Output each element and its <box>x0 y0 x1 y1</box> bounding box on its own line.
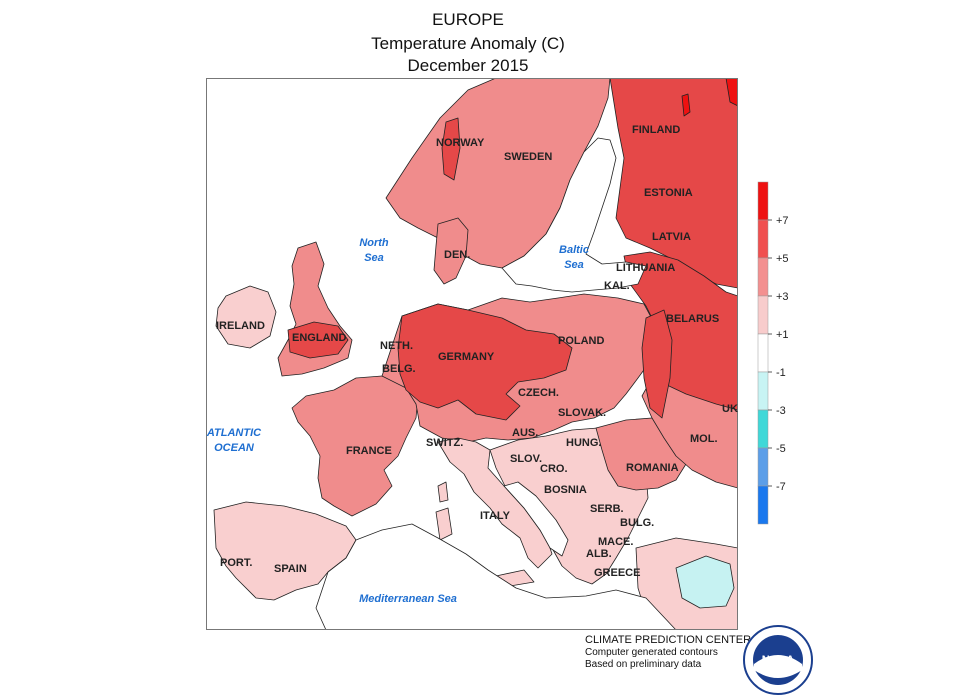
label-baltic-sea-1: Baltic <box>559 244 589 256</box>
label-north-sea-2: Sea <box>364 252 384 264</box>
label-spain: SPAIN <box>274 563 307 575</box>
label-neth: NETH. <box>380 340 413 352</box>
label-port: PORT. <box>220 557 252 569</box>
warm-core-germany <box>397 303 573 421</box>
legend-tick-label: +5 <box>776 253 789 265</box>
label-med-sea: Mediterranean Sea <box>359 593 457 605</box>
legend-band <box>757 371 769 411</box>
legend-band <box>757 333 769 373</box>
legend-tick-label: -5 <box>776 443 786 455</box>
label-england: ENGLAND <box>292 332 346 344</box>
legend-band <box>757 409 769 449</box>
label-greece: GREECE <box>594 567 640 579</box>
label-italy: ITALY <box>480 510 511 522</box>
legend-tick-label: +3 <box>776 291 789 303</box>
adriatic-water <box>503 481 569 557</box>
land-iberia <box>213 501 357 601</box>
label-kal: KAL. <box>604 280 630 292</box>
label-latvia: LATVIA <box>652 231 691 243</box>
warm-spot-finland <box>681 93 691 117</box>
label-germany: GERMANY <box>438 351 495 363</box>
label-slov: SLOV. <box>510 453 542 465</box>
land-corsica <box>437 481 449 503</box>
credit-source: CLIMATE PREDICTION CENTER, NOAA <box>585 634 789 646</box>
legend-band <box>757 447 769 487</box>
label-atlantic-2: OCEAN <box>214 442 255 454</box>
noaa-logo: NOAA <box>743 625 813 695</box>
label-bosnia: BOSNIA <box>544 484 587 496</box>
label-den: DEN. <box>444 249 470 261</box>
label-hung: HUNG. <box>566 437 601 449</box>
label-lithuania: LITHUANIA <box>616 262 675 274</box>
warm-core-england <box>287 321 349 359</box>
label-poland: POLAND <box>558 335 605 347</box>
label-north-sea-1: North <box>359 237 389 249</box>
label-estonia: ESTONIA <box>644 187 693 199</box>
legend-band <box>757 219 769 259</box>
europe-anomaly-map: IRELAND ENGLAND NORWAY SWEDEN FINLAND ES… <box>206 78 738 630</box>
label-sweden: SWEDEN <box>504 151 552 163</box>
label-uk-edge: UK <box>722 403 738 415</box>
legend-band <box>757 485 769 525</box>
credit-note-contours: Computer generated contours <box>585 647 718 658</box>
label-alb: ALB. <box>586 548 612 560</box>
land-sardinia <box>435 507 453 541</box>
legend-band <box>757 257 769 297</box>
cool-anomaly-anatolia <box>675 555 735 609</box>
warm-spot-east <box>725 78 738 107</box>
label-bulg: BULG. <box>620 517 654 529</box>
label-belg: BELG. <box>382 363 416 375</box>
legend-tick-label: -3 <box>776 405 786 417</box>
label-serb: SERB. <box>590 503 624 515</box>
legend-tick-label: +7 <box>776 215 789 227</box>
legend-band <box>757 295 769 335</box>
label-finland: FINLAND <box>632 124 680 136</box>
noaa-logo-text: NOAA <box>762 654 794 666</box>
label-baltic-sea-2: Sea <box>564 259 584 271</box>
label-czech: CZECH. <box>518 387 559 399</box>
credit-note-preliminary: Based on preliminary data <box>585 659 702 670</box>
anomaly-color-legend: +7 +5 +3 +1 -1 -3 -5 -7 <box>757 181 789 525</box>
land-denmark <box>433 217 469 285</box>
label-france: FRANCE <box>346 445 392 457</box>
label-ireland: IRELAND <box>216 320 265 332</box>
map-metric-title: Temperature Anomaly (C) <box>371 34 565 53</box>
label-norway: NORWAY <box>436 137 485 149</box>
land-finland <box>609 78 738 289</box>
label-romania: ROMANIA <box>626 462 679 474</box>
legend-tick-label: -7 <box>776 481 786 493</box>
map-region-title: EUROPE <box>432 10 504 29</box>
warm-spot-norway <box>441 117 461 181</box>
label-aus: AUS. <box>512 427 538 439</box>
land-ireland <box>215 285 277 349</box>
legend-band <box>757 181 769 221</box>
mediterranean-water <box>315 523 677 630</box>
legend-tick-label: -1 <box>776 367 786 379</box>
map-period-title: December 2015 <box>407 56 529 75</box>
land-italy <box>437 437 553 569</box>
label-belarus: BELARUS <box>666 313 719 325</box>
baltic-water <box>501 137 647 293</box>
label-slovak: SLOVAK. <box>558 407 606 419</box>
label-mace: MACE. <box>598 536 633 548</box>
label-switz: SWITZ. <box>426 437 463 449</box>
legend-tick-label: +1 <box>776 329 789 341</box>
land-ukraine <box>641 377 738 489</box>
label-atlantic-1: ATLANTIC <box>206 427 262 439</box>
warm-core-belarus <box>641 309 673 419</box>
label-mol: MOL. <box>690 433 718 445</box>
label-cro: CRO. <box>540 463 568 475</box>
